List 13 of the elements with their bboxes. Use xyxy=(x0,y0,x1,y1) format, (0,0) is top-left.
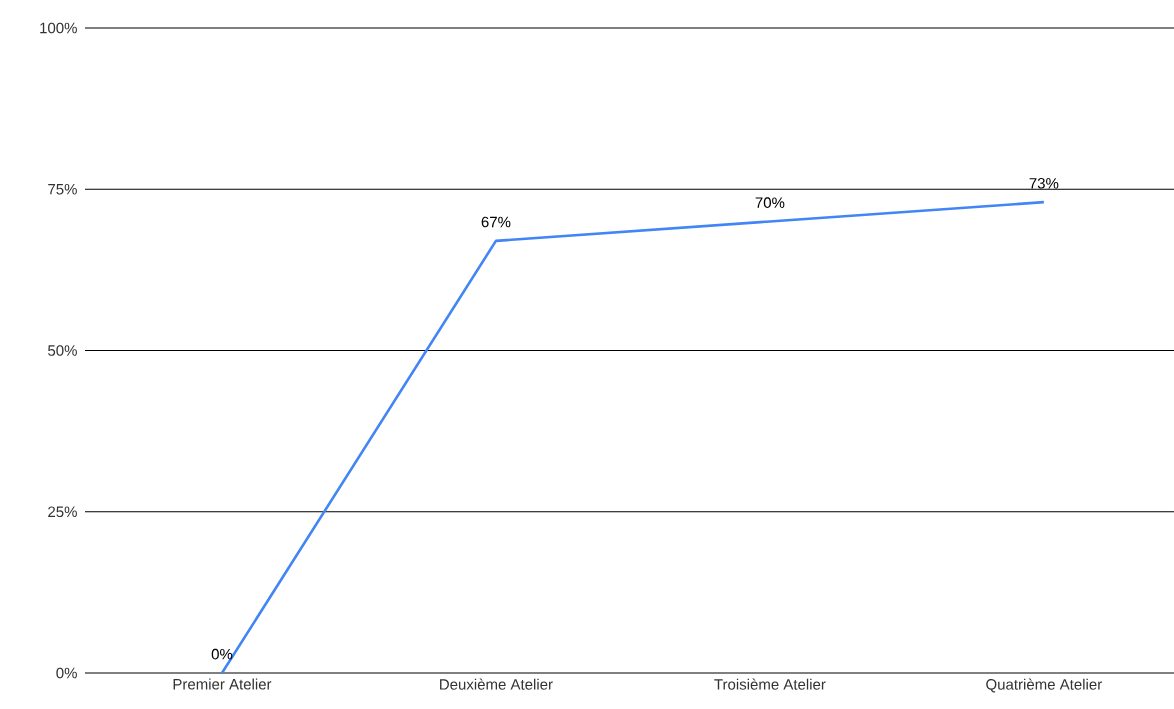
x-tick-label: Troisième Atelier xyxy=(714,678,826,690)
y-tick-label: 100% xyxy=(40,22,77,34)
data-label: 67% xyxy=(481,216,511,228)
data-label: 73% xyxy=(1029,177,1059,189)
x-tick-label: Deuxième Atelier xyxy=(440,678,553,690)
y-tick-label: 25% xyxy=(48,506,77,518)
data-label: 0% xyxy=(211,648,233,660)
x-tick-label: Premier Atelier xyxy=(173,678,272,690)
y-tick-label: 0% xyxy=(56,667,77,679)
data-label: 70% xyxy=(755,197,785,208)
x-tick-label: Quatrième Atelier xyxy=(986,678,1102,693)
y-tick-label: 50% xyxy=(48,345,77,356)
y-tick-label: 75% xyxy=(48,183,77,195)
